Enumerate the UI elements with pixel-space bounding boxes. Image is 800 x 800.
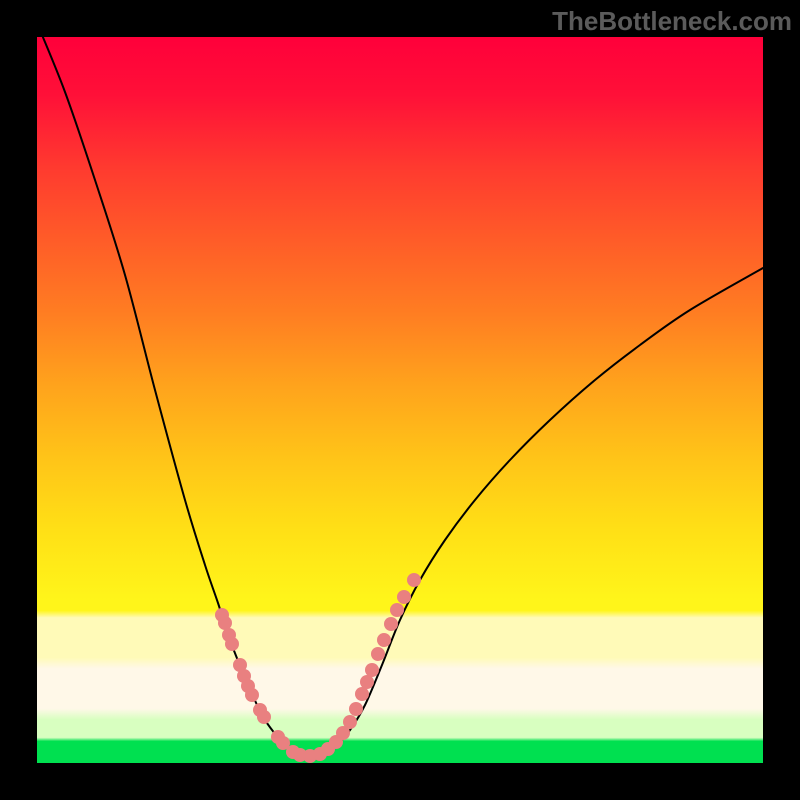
plot-frame — [37, 37, 763, 763]
plot-gradient-background — [37, 37, 763, 763]
watermark-text: TheBottleneck.com — [552, 6, 792, 37]
chart-stage: TheBottleneck.com — [0, 0, 800, 800]
